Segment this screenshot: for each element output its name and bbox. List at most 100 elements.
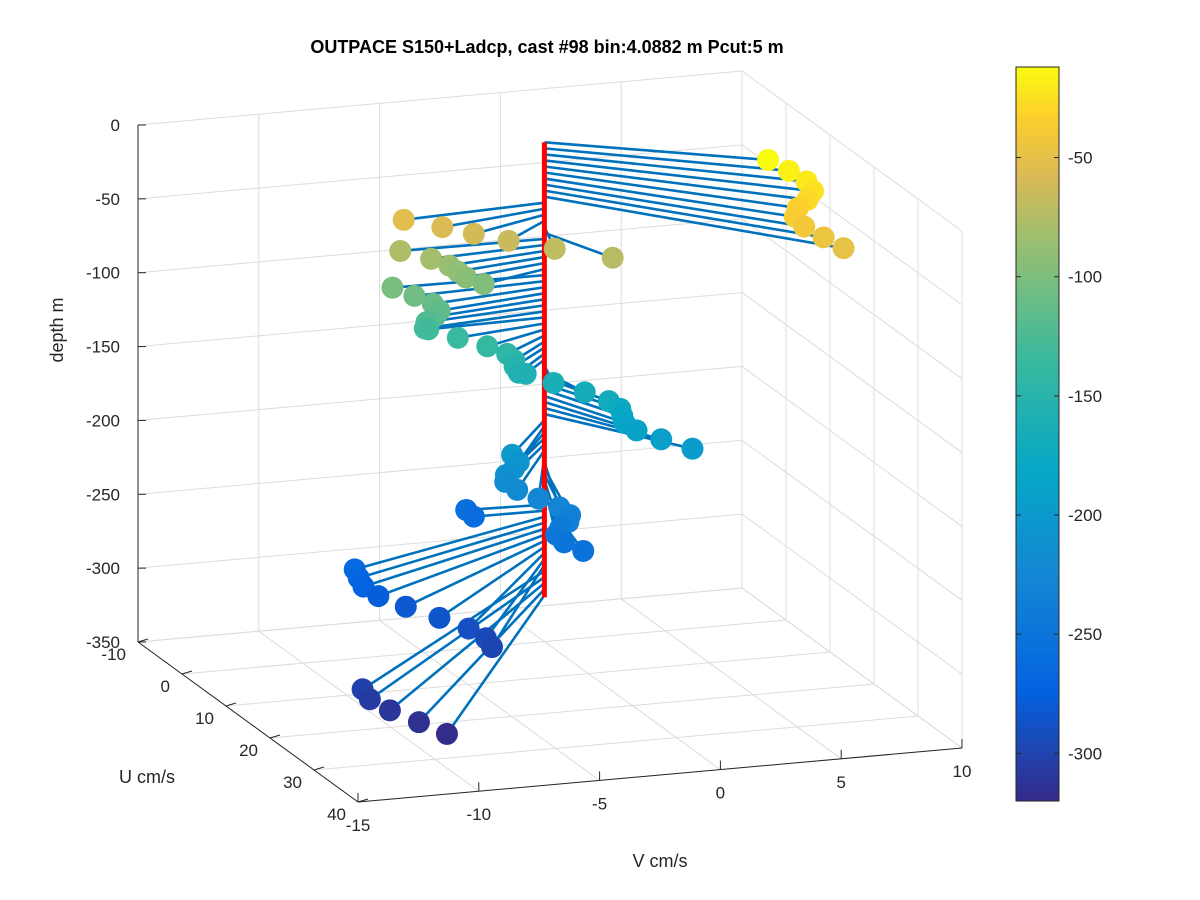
z-tick-label: -50 — [95, 190, 120, 209]
colorbar-tick-label: -150 — [1068, 387, 1102, 406]
data-point — [407, 711, 430, 734]
velocity-vector — [432, 285, 545, 306]
velocity-vector — [445, 594, 546, 735]
velocity-vector — [361, 569, 546, 691]
y-tick-mark — [357, 798, 369, 803]
velocity-vector — [544, 153, 807, 183]
velocity-vector — [544, 195, 844, 250]
velocity-vector — [358, 521, 545, 580]
y-axis-line — [137, 641, 359, 803]
data-point — [462, 222, 485, 245]
data-point — [403, 284, 426, 307]
data-point — [543, 237, 566, 260]
velocity-vector — [449, 249, 545, 267]
grid-line-z-right — [741, 70, 963, 232]
data-point — [777, 159, 800, 182]
x-tick-label: 0 — [716, 784, 725, 803]
data-point — [480, 636, 503, 659]
grid-line-z-back — [137, 218, 743, 274]
data-point — [514, 362, 537, 385]
data-point — [358, 688, 381, 711]
data-point — [601, 246, 624, 269]
colorbar-tick-label: -50 — [1068, 149, 1093, 168]
grid-line-z-right — [741, 513, 963, 675]
grid-line-v-floor — [379, 619, 600, 781]
velocity-vector — [389, 582, 546, 712]
data-point — [472, 273, 495, 296]
data-point — [435, 722, 458, 745]
grid-line-z-back — [137, 144, 743, 200]
x-axis-line — [357, 747, 963, 803]
colorbar-tick-label: -300 — [1068, 744, 1102, 763]
colorbar-tick-label: -200 — [1068, 506, 1102, 525]
grid-line-z-right — [741, 292, 963, 453]
grid-line-u-floor — [225, 651, 831, 707]
x-tick-label: 10 — [953, 762, 972, 781]
velocity-vector — [400, 237, 545, 253]
colorbar-tick-label: -100 — [1068, 268, 1102, 287]
velocity-vector — [439, 292, 545, 312]
x-tick-label: -10 — [467, 805, 492, 824]
grid-line-z-right — [741, 218, 963, 380]
z-tick-label: -200 — [86, 411, 120, 430]
data-point — [378, 699, 401, 722]
data-point — [757, 148, 780, 171]
velocity-vector — [354, 515, 545, 571]
data-point — [793, 215, 816, 238]
data-point — [497, 229, 520, 252]
z-tick-label: 0 — [111, 116, 120, 135]
data-point — [367, 585, 390, 608]
data-point — [650, 428, 673, 451]
grid-line-u-floor — [269, 683, 875, 739]
grid-line-z-back — [137, 513, 743, 569]
chart-title: OUTPACE S150+Ladcp, cast #98 bin:4.0882 … — [310, 37, 783, 57]
y-axis-label: U cm/s — [119, 767, 175, 787]
grid-line-z-right — [741, 587, 963, 749]
axes-box — [137, 124, 963, 803]
colorbar: -50 -100 -150 -200 -250 -300 — [1015, 66, 1102, 802]
velocity-vector — [424, 310, 545, 330]
y-tick-mark — [137, 638, 149, 643]
data-point — [625, 419, 648, 442]
y-tick-mark — [313, 766, 325, 771]
velocity-vector — [438, 545, 546, 619]
velocity-vector — [543, 394, 625, 424]
data-point — [527, 487, 550, 510]
colorbar-ticks: -50 -100 -150 -200 -250 -300 — [1016, 149, 1102, 763]
grid-line-v-floor — [620, 598, 842, 760]
velocity-vector — [405, 539, 545, 608]
velocity-vector — [457, 322, 545, 340]
colorbar-tick-label: -250 — [1068, 625, 1102, 644]
data-point — [417, 318, 440, 341]
velocity-vector — [369, 576, 546, 701]
data-point — [812, 226, 835, 249]
velocity-vector — [544, 177, 796, 219]
data-point — [394, 595, 417, 618]
data-point — [420, 247, 443, 270]
velocity-vector — [428, 316, 545, 331]
z-tick-label: -250 — [86, 485, 120, 504]
z-axis-label: depth m — [47, 297, 67, 362]
data-point — [446, 326, 469, 349]
x-tick-label: -5 — [592, 794, 607, 813]
y-tick-label: -10 — [101, 645, 126, 664]
velocity-vector — [473, 213, 545, 236]
velocity-vector — [544, 165, 808, 201]
z-tick-label: -350 — [86, 633, 120, 652]
grid-line-z-right — [741, 366, 963, 527]
data-point — [832, 237, 855, 260]
data-point — [431, 216, 454, 239]
y-tick-label: 10 — [195, 709, 214, 728]
grid-line-v-floor — [500, 609, 721, 771]
y-tick-label: 40 — [327, 805, 346, 824]
data-point — [454, 266, 477, 289]
velocity-vector — [544, 171, 799, 210]
y-tick-mark — [269, 734, 281, 739]
velocity-vector — [442, 207, 545, 229]
x-tick-label: 5 — [836, 773, 845, 792]
velocity-vector — [467, 552, 546, 630]
data-point — [389, 239, 412, 262]
data-point — [428, 606, 451, 629]
velocity-vector — [417, 588, 546, 724]
grid-line-v-floor — [258, 630, 480, 792]
